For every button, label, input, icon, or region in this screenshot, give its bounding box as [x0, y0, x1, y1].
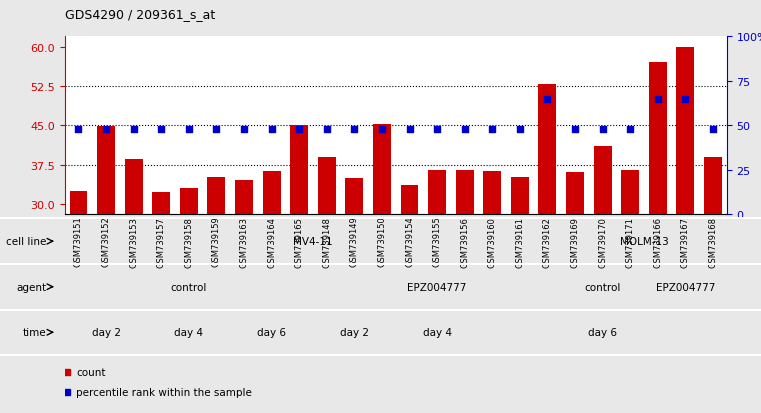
Point — [183, 126, 195, 133]
Point — [376, 126, 388, 133]
Text: control: control — [584, 282, 621, 292]
Point — [210, 126, 222, 133]
Bar — [69, 191, 88, 215]
Point — [403, 126, 416, 133]
Bar — [456, 170, 473, 215]
Text: percentile rank within the sample: percentile rank within the sample — [76, 387, 252, 397]
Point — [707, 126, 719, 133]
Bar — [621, 170, 639, 215]
Text: MOLM-13: MOLM-13 — [619, 237, 668, 247]
Point — [624, 126, 636, 133]
Point — [320, 126, 333, 133]
Bar — [235, 181, 253, 215]
Point — [293, 126, 305, 133]
Bar — [677, 47, 694, 215]
Point — [651, 96, 664, 103]
Text: EPZ004777: EPZ004777 — [407, 282, 466, 292]
Bar — [704, 157, 722, 215]
Point — [541, 96, 553, 103]
Point — [238, 126, 250, 133]
Text: count: count — [76, 367, 106, 377]
Bar — [373, 125, 391, 215]
Text: day 2: day 2 — [340, 328, 369, 337]
Point — [128, 126, 140, 133]
Bar — [290, 126, 308, 215]
Text: day 4: day 4 — [422, 328, 451, 337]
Text: agent: agent — [17, 282, 46, 292]
Bar — [428, 170, 446, 215]
Text: day 6: day 6 — [257, 328, 286, 337]
Point — [431, 126, 443, 133]
Text: day 6: day 6 — [588, 328, 617, 337]
Bar — [345, 178, 363, 215]
Text: MV4-11: MV4-11 — [293, 237, 333, 247]
Bar — [594, 147, 612, 215]
Point — [266, 126, 278, 133]
Bar — [511, 177, 529, 215]
Point — [680, 96, 692, 103]
Bar — [180, 189, 198, 215]
Bar — [539, 85, 556, 215]
Bar — [318, 157, 336, 215]
Point — [72, 126, 84, 133]
Point — [597, 126, 609, 133]
Point — [100, 126, 112, 133]
Text: cell line: cell line — [6, 237, 46, 247]
Bar — [152, 193, 170, 215]
Point — [569, 126, 581, 133]
Bar — [649, 63, 667, 215]
Bar — [208, 177, 225, 215]
Point — [155, 126, 167, 133]
Text: time: time — [23, 328, 46, 337]
Text: day 4: day 4 — [174, 328, 203, 337]
Text: day 2: day 2 — [91, 328, 120, 337]
Text: control: control — [170, 282, 207, 292]
Point — [514, 126, 526, 133]
Bar — [483, 172, 501, 215]
Point — [349, 126, 361, 133]
Bar — [566, 173, 584, 215]
Point — [486, 126, 498, 133]
Text: EPZ004777: EPZ004777 — [656, 282, 715, 292]
Bar — [263, 172, 281, 215]
Bar — [97, 127, 115, 215]
Point — [459, 126, 471, 133]
Text: GDS4290 / 209361_s_at: GDS4290 / 209361_s_at — [65, 8, 215, 21]
Bar — [400, 186, 419, 215]
Bar — [125, 160, 142, 215]
